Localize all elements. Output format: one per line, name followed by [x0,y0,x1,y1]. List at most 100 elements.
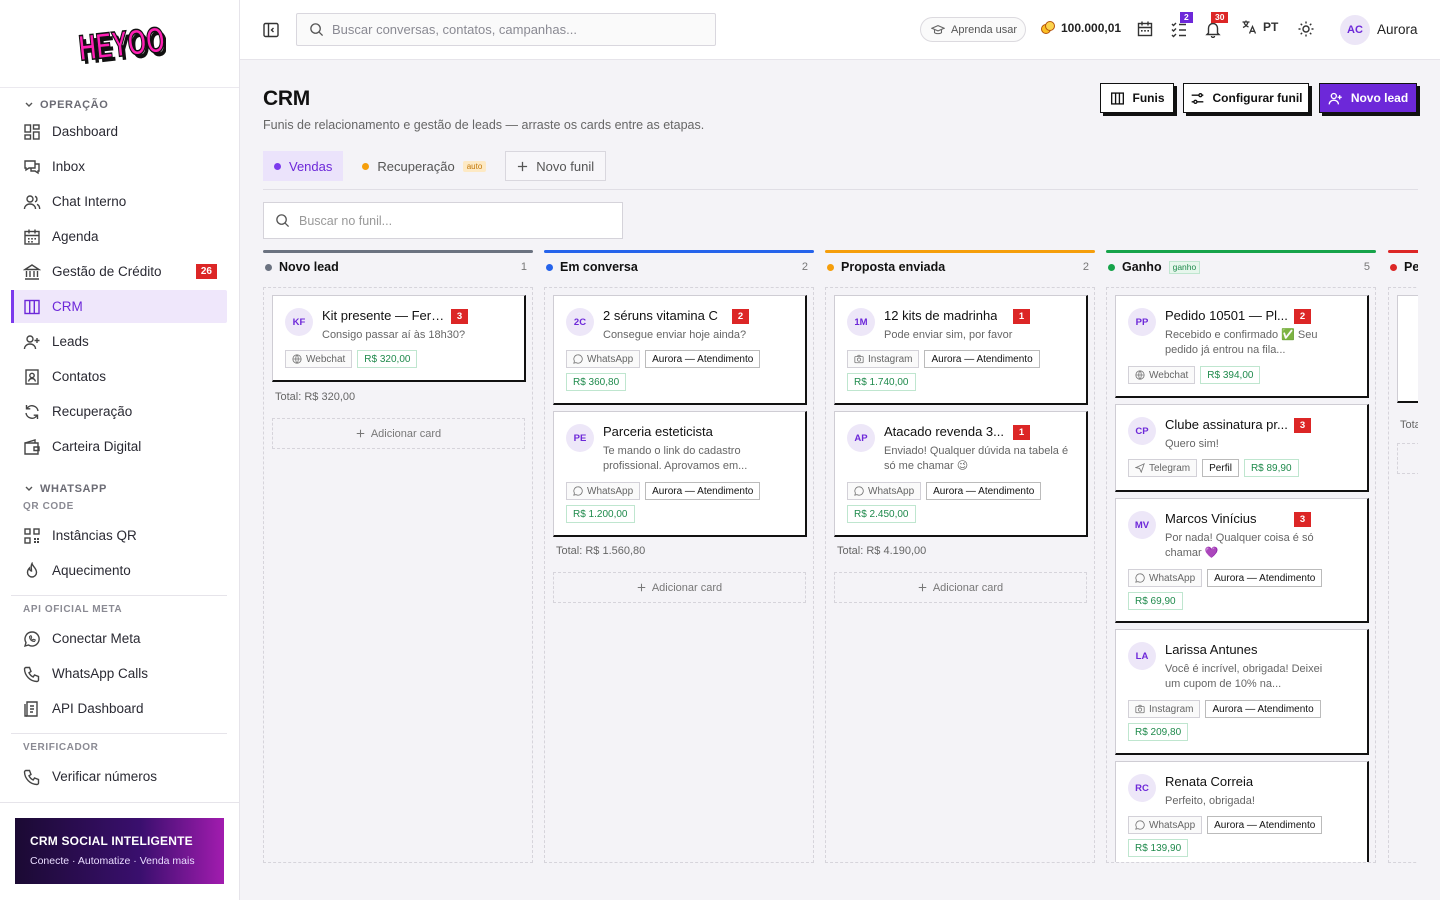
funnel-search-input[interactable] [299,213,599,228]
sidebar-collapse-icon[interactable] [262,21,280,39]
section-title: WHATSAPP [40,483,107,495]
sun-icon[interactable] [1297,20,1315,38]
tab-novo-funil[interactable]: Novo funil [505,151,607,181]
owner-tag: Aurora — Atendimento [1207,569,1323,587]
sidebar-item-leads[interactable]: Leads [11,325,227,358]
lead-card[interactable]: AP Atacado revenda 3... 1 Enviado! Qualq… [834,411,1088,537]
sidebar-item-dashboard[interactable]: Dashboard [11,115,227,148]
promo-banner[interactable]: CRM SOCIAL INTELIGENTE Conecte · Automat… [15,818,224,884]
lead-card[interactable]: 1M 12 kits de madrinha 1 Pode enviar sim… [834,295,1088,405]
sidebar-item-api-dashboard[interactable]: API Dashboard [11,692,227,725]
sidebar-item-chat-interno[interactable]: Chat Interno [11,185,227,218]
add-card-button[interactable]: Adicionar card [272,418,525,449]
page-subtitle: Funis de relacionamento e gestão de lead… [263,118,705,132]
sidebar-item-carteira[interactable]: Carteira Digital [11,430,227,463]
section-operacao[interactable]: OPERAÇÃO [0,97,239,113]
topbar: Aprenda usar 100.000,01 2 30 PT AC Auror… [240,0,1440,60]
subsection-title: QR CODE [23,501,74,512]
lead-card[interactable]: KF Kit presente — Fern... 3 Consigo pass… [272,295,526,382]
divider [11,733,227,734]
add-card-button[interactable] [1397,443,1418,474]
coin-balance[interactable]: 100.000,01 [1040,20,1121,36]
sidebar-item-aquecimento[interactable]: Aquecimento [11,554,227,587]
search-input[interactable] [332,22,692,37]
lead-card[interactable] [1397,295,1418,403]
column-header: Pe [1388,253,1418,281]
column-total: Total: R$ 1.560,80 [556,545,646,557]
tab-color-dot [362,162,370,170]
language-selector[interactable]: PT [1241,19,1278,35]
user-name[interactable]: Aurora [1377,22,1418,37]
svg-text:HEYOO: HEYOO [80,22,166,70]
sidebar-item-inbox[interactable]: Inbox [11,150,227,183]
sidebar-item-label: Agenda [52,229,99,244]
tab-vendas[interactable]: Vendas [263,151,344,181]
add-card-button[interactable]: Adicionar card [834,572,1087,603]
camera-icon [854,354,864,364]
phone-check-icon [23,769,40,785]
funis-button[interactable]: Funis [1100,83,1174,113]
price-tag: R$ 2.450,00 [847,505,916,523]
sidebar-item-conectar-meta[interactable]: Conectar Meta [11,622,227,655]
configurar-funil-button[interactable]: Configurar funil [1183,83,1309,113]
unread-badge: 3 [1294,418,1311,433]
lead-title: Pedido 10501 — Pl... [1165,308,1288,323]
sidebar-item-recuperacao[interactable]: Recuperação [11,395,227,428]
lead-card[interactable]: 2C 2 séruns vitamina C 2 Consegue enviar… [553,295,807,405]
kanban-icon [1110,91,1124,105]
refresh-icon [25,404,39,419]
lead-card[interactable]: PP Pedido 10501 — Pl... 2 Recebido e con… [1115,295,1369,398]
sidebar-nav: OPERAÇÃO Dashboard Inbox Chat Interno Ag… [0,88,239,802]
user-avatar[interactable]: AC [1340,15,1370,45]
lead-card[interactable]: LA Larissa Antunes Você é incrível, obri… [1115,629,1369,755]
heyoo-logo[interactable]: HEYOO HEYOO [76,18,166,70]
channel-tag: WhatsApp [1128,816,1203,834]
lead-tags: Telegram Perfil R$ 89,90 [1128,459,1363,477]
calendar-icon[interactable] [1136,20,1154,38]
lead-avatar: KF [285,308,313,336]
novo-lead-button[interactable]: Novo lead [1319,83,1417,113]
logo-area: HEYOO HEYOO [0,0,239,88]
price-tag: R$ 360,80 [566,373,627,391]
column-header: Proposta enviada 2 [825,253,1095,281]
column-proposta-enviada: Proposta enviada 2 1M 12 kits de madrinh… [825,250,1095,863]
lead-tags: WhatsApp Aurora — Atendimento [1128,816,1363,834]
unread-badge: 3 [1294,512,1311,527]
price-tag: R$ 139,90 [1128,839,1189,857]
divider [0,802,239,803]
column-perdido-partial: Pe Tota [1388,250,1418,863]
sidebar-item-crm[interactable]: CRM [11,290,227,323]
section-whatsapp[interactable]: WHATSAPP [0,481,239,497]
price-tag: R$ 320,00 [357,350,418,368]
lead-card[interactable]: RC Renata Correia Perfeito, obrigada! Wh… [1115,761,1369,862]
sidebar-item-verificar-numeros[interactable]: Verificar números [11,760,227,793]
tab-recuperacao[interactable]: Recuperação auto [351,151,497,181]
lead-title: Larissa Antunes [1165,642,1258,657]
price-tag: R$ 394,00 [1200,366,1261,384]
qr-code-icon [24,527,40,544]
add-card-button[interactable]: Adicionar card [553,572,806,603]
sidebar-item-label: CRM [52,299,83,314]
sidebar-item-label: Aquecimento [52,563,131,578]
sidebar-item-instancias-qr[interactable]: Instâncias QR [11,519,227,552]
learn-button[interactable]: Aprenda usar [920,17,1026,42]
lead-card[interactable]: PE Parceria esteticista Te mando o link … [553,411,807,537]
funnel-search[interactable] [263,202,623,239]
sidebar-item-agenda[interactable]: Agenda [11,220,227,253]
channel-label: WhatsApp [1149,819,1196,831]
tab-label: Recuperação [377,158,455,174]
price-tag: R$ 1.200,00 [566,505,635,523]
lead-card[interactable]: MV Marcos Vinícius 3 Por nada! Qualquer … [1115,498,1369,623]
contact-card-icon [25,368,39,385]
lead-card[interactable]: CP Clube assinatura pr... 3 Quero sim! T… [1115,404,1369,492]
sidebar-item-gestao-credito[interactable]: Gestão de Crédito 26 [11,255,227,288]
channel-label: Instagram [1149,703,1194,715]
sidebar-item-contatos[interactable]: Contatos [11,360,227,393]
column-total: Tota [1400,419,1418,431]
document-list-icon [24,700,38,717]
global-search[interactable] [296,13,716,46]
bell-icon[interactable] [1204,20,1222,38]
checklist-icon[interactable] [1170,20,1188,38]
column-dot [1390,263,1397,271]
sidebar-item-whatsapp-calls[interactable]: WhatsApp Calls [11,657,227,690]
